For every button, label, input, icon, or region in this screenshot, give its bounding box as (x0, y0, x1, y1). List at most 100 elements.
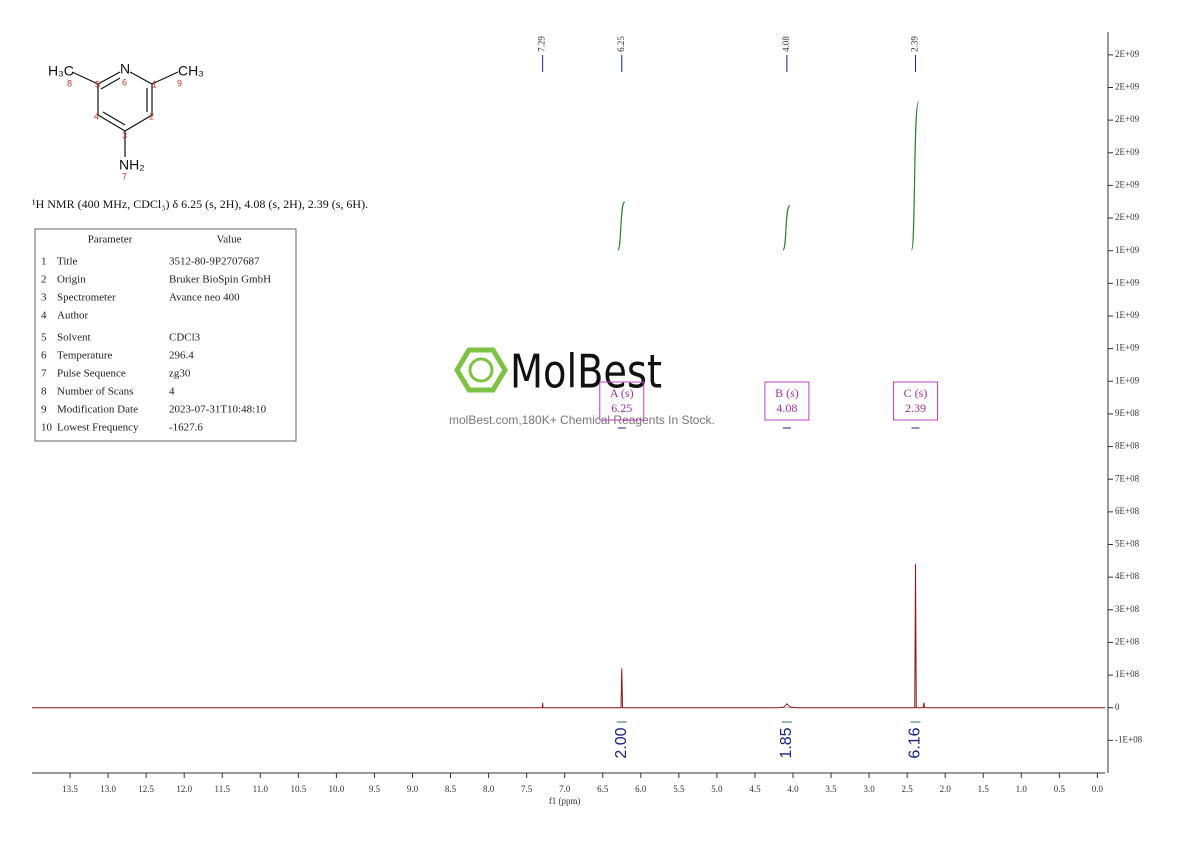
table-cell: Number of Scans (57, 386, 133, 398)
y-tick-label: 9E+08 (1115, 408, 1140, 418)
watermark-title: MolBest (510, 345, 662, 399)
y-tick-label: 2E+09 (1115, 212, 1140, 222)
parameter-table (34, 228, 297, 442)
x-tick-label: 1.5 (978, 784, 990, 794)
y-tick-label: 3E+08 (1115, 604, 1140, 614)
atom-label: H₃C (48, 63, 74, 79)
x-tick-label: 2.0 (940, 784, 952, 794)
x-tick-label: 12.5 (138, 784, 154, 794)
atom-number: 8 (67, 78, 72, 88)
x-tick-label: 4.5 (749, 784, 761, 794)
peak-label: 6.25 (616, 36, 626, 52)
table-cell: 10 (41, 422, 53, 434)
table-header: Value (216, 234, 241, 246)
x-axis-label: f1 (ppm) (549, 796, 581, 806)
peak-label: 2.39 (910, 36, 920, 52)
multiplet-label: C (s) (904, 386, 928, 400)
peak-label: 7.29 (537, 36, 547, 52)
y-tick-label: 6E+08 (1115, 506, 1140, 516)
table-cell: 9 (41, 404, 47, 416)
table-cell: Author (57, 310, 89, 322)
x-tick-label: 0.5 (1054, 784, 1066, 794)
y-tick-label: 4E+08 (1115, 571, 1140, 581)
x-tick-label: 1.0 (1016, 784, 1028, 794)
y-tick-label: 1E+09 (1115, 343, 1140, 353)
bond (124, 114, 153, 132)
table-cell: 2 (41, 274, 47, 286)
table-cell: 3512-80-9P2707687 (169, 256, 260, 268)
x-tick-label: 9.5 (369, 784, 381, 794)
multiplet-box (764, 381, 810, 421)
table-cell: 3 (41, 292, 47, 304)
atom-number: 7 (122, 171, 127, 181)
watermark-text: molBest.com,180K+ Chemical Reagents In S… (449, 413, 715, 427)
multiplet-shift: 2.39 (905, 401, 926, 415)
description: ¹H NMR (400 MHz, CDCl₃) δ 6.25 (s, 2H), … (32, 197, 368, 211)
table-cell: 5 (41, 332, 47, 344)
table-cell: 2023-07-31T10:48:10 (169, 404, 267, 416)
bond (129, 71, 153, 85)
integral-label: 1.85 (778, 727, 795, 758)
table-cell: -1627.6 (169, 422, 203, 434)
y-tick-label: 1E+09 (1115, 277, 1140, 287)
x-tick-label: 8.5 (445, 784, 457, 794)
atom-number: 5 (95, 79, 100, 89)
x-tick-label: 12.0 (176, 784, 192, 794)
watermark-logo (454, 347, 508, 393)
x-tick-label: 6.5 (597, 784, 609, 794)
x-tick-label: 11.0 (253, 784, 269, 794)
table-cell: Avance neo 400 (169, 292, 240, 304)
x-tick-label: 7.0 (559, 784, 571, 794)
bond (97, 114, 126, 132)
table-cell: 8 (41, 386, 47, 398)
y-tick-label: 0 (1115, 702, 1120, 712)
peak-label: 4.08 (781, 36, 791, 52)
y-tick-label: 1E+08 (1115, 669, 1140, 679)
x-tick-label: 11.5 (215, 784, 231, 794)
multiplet-label: B (s) (775, 386, 799, 400)
y-tick-label: -1E+08 (1115, 734, 1143, 744)
bond (71, 71, 99, 85)
table-cell: 7 (41, 368, 47, 380)
integral-label: 2.00 (613, 727, 630, 758)
atom-number: 1 (152, 79, 157, 89)
table-cell: Title (57, 256, 78, 268)
multiplet-shift: 4.08 (776, 401, 797, 415)
y-tick-label: 2E+09 (1115, 49, 1140, 59)
x-tick-label: 2.5 (902, 784, 914, 794)
atom-number: 9 (177, 78, 182, 88)
y-tick-label: 2E+09 (1115, 114, 1140, 124)
table-cell: CDCl3 (169, 332, 201, 344)
x-tick-label: 5.5 (673, 784, 685, 794)
integral-curve (782, 205, 791, 251)
table-cell: Bruker BioSpin GmbH (169, 274, 271, 286)
table-cell: Solvent (57, 332, 91, 344)
atom-label: NH₂ (119, 157, 145, 173)
x-tick-label: 10.5 (290, 784, 306, 794)
atom-number: 3 (122, 130, 127, 140)
bond (97, 71, 121, 85)
y-tick-label: 5E+08 (1115, 539, 1140, 549)
y-tick-label: 7E+08 (1115, 473, 1140, 483)
x-tick-label: 6.0 (635, 784, 647, 794)
multiplet-box (599, 381, 645, 421)
x-tick-label: 0.0 (1092, 784, 1104, 794)
atom-number: 6 (122, 77, 127, 87)
table-cell: Temperature (57, 350, 113, 362)
table-cell: 6 (41, 350, 47, 362)
structure (71, 71, 179, 157)
x-tick-label: 7.5 (521, 784, 533, 794)
integral-curve (617, 201, 626, 251)
table-cell: Pulse Sequence (57, 368, 126, 380)
table-cell: Spectrometer (57, 292, 116, 304)
x-tick-label: 3.5 (825, 784, 837, 794)
multiplet-shift: 6.25 (611, 401, 632, 415)
multiplet-box (893, 381, 939, 421)
x-tick-label: 8.0 (483, 784, 495, 794)
multiplet-label: A (s) (610, 386, 634, 400)
y-tick-label: 1E+09 (1115, 245, 1140, 255)
integral-curve (910, 101, 920, 251)
x-tick-label: 13.0 (100, 784, 116, 794)
x-tick-label: 10.0 (329, 784, 345, 794)
